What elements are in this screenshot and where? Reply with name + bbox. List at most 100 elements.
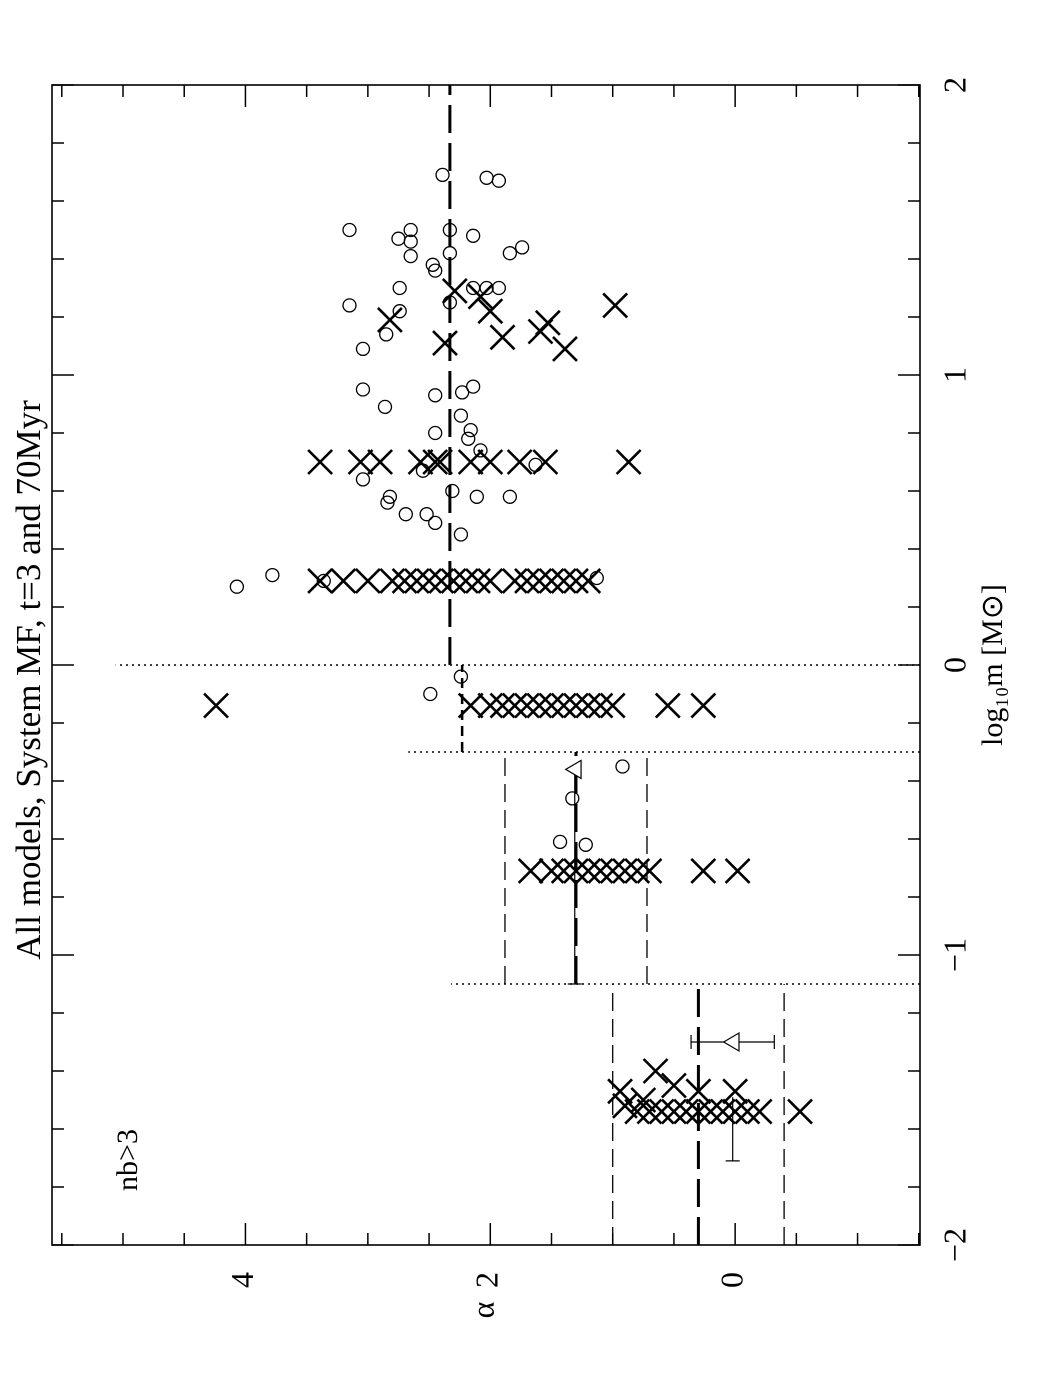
circle-point (514, 240, 530, 255)
circle-point (435, 167, 450, 183)
cross-point (563, 692, 589, 719)
circle-point (589, 570, 604, 586)
cross-point (391, 567, 418, 594)
cross-point (685, 1078, 712, 1105)
circle-point (502, 246, 518, 261)
circle-point (453, 408, 469, 423)
circle-point (355, 341, 371, 357)
circle-point (342, 222, 357, 238)
cross-point (532, 449, 559, 475)
x-axis-label: log₁₀m [M⊙] (976, 584, 1009, 746)
triangle-point (564, 759, 582, 780)
x-tick-label: 1 (936, 367, 972, 383)
cross-point (354, 567, 381, 594)
circle-point (392, 280, 407, 296)
cross-point (697, 1098, 724, 1125)
y-axis-label: α (464, 1301, 500, 1318)
cross-point (673, 1098, 700, 1125)
x-range-bar (567, 769, 582, 985)
cross-point (552, 335, 578, 362)
cross-point (575, 692, 602, 719)
cross-point (722, 1078, 749, 1105)
cross-point (330, 567, 357, 594)
circle-point (391, 231, 406, 246)
cross-point (441, 277, 468, 304)
cross-point (477, 567, 504, 594)
circle-point (528, 457, 543, 473)
cross-point (506, 449, 533, 475)
cross-point (724, 857, 751, 884)
cross-point (661, 1072, 687, 1099)
cross-point (661, 1098, 687, 1125)
circle-point (428, 515, 443, 531)
cross-point (642, 1058, 669, 1084)
circle-point (403, 222, 418, 238)
y-tick-label: 2 (469, 1272, 505, 1288)
circle-point (423, 686, 438, 702)
cross-point (457, 449, 484, 475)
cross-point (624, 1098, 651, 1125)
x-range-bar (725, 1097, 740, 1162)
circle-point (419, 507, 434, 522)
cross-point (428, 567, 455, 594)
circle-point (425, 257, 440, 272)
cross-point (599, 857, 626, 884)
chart-title: All models, System MF, t=3 and 70Myr (9, 400, 48, 960)
cross-point (599, 692, 626, 719)
circle-point (398, 507, 413, 522)
circle-point (428, 388, 443, 403)
cross-point (575, 567, 602, 594)
cross-point (612, 857, 638, 884)
cross-point (787, 1098, 813, 1125)
cross-point (477, 692, 504, 719)
cross-point (690, 692, 717, 719)
circle-point (392, 304, 407, 319)
cross-point (648, 1098, 675, 1125)
circle-point (453, 669, 469, 684)
cross-point (538, 692, 565, 719)
cross-point (526, 692, 553, 719)
circle-point (491, 280, 507, 296)
circle-point (469, 489, 484, 504)
circle-point (442, 222, 458, 238)
cross-point (587, 692, 614, 719)
cross-point (440, 567, 467, 594)
cross-point (527, 318, 554, 345)
cross-point (612, 1092, 638, 1119)
cross-point (607, 1078, 633, 1105)
circle-point (428, 425, 443, 441)
circle-point (355, 382, 371, 397)
cross-point (501, 692, 528, 719)
cross-point (376, 306, 403, 333)
circle-point (342, 298, 357, 313)
circle-point (454, 385, 470, 400)
cross-point (587, 857, 614, 884)
circle-point (615, 759, 630, 774)
circle-point (552, 834, 568, 850)
cross-point (734, 1098, 761, 1125)
cross-point (379, 567, 406, 594)
cross-point (746, 1098, 773, 1125)
circle-point (355, 472, 371, 487)
cross-point (501, 567, 528, 594)
y-tick-label: 4 (224, 1272, 260, 1288)
cross-point (517, 857, 544, 884)
y-tick-label: 0 (713, 1272, 749, 1288)
cross-point (690, 857, 717, 884)
cross-point (467, 283, 494, 310)
cross-point (367, 449, 394, 475)
cross-point (307, 449, 334, 475)
cross-point (457, 692, 484, 719)
cross-point (427, 449, 454, 475)
circle-point (565, 791, 580, 806)
cross-point (563, 567, 589, 594)
cross-point (709, 1098, 736, 1125)
cross-point (538, 857, 565, 884)
cross-point (452, 567, 479, 594)
cross-point (432, 330, 458, 357)
circle-point (491, 173, 507, 188)
circle-point (265, 567, 280, 583)
x-tick-label: 2 (936, 77, 972, 93)
circle-point (465, 379, 481, 394)
